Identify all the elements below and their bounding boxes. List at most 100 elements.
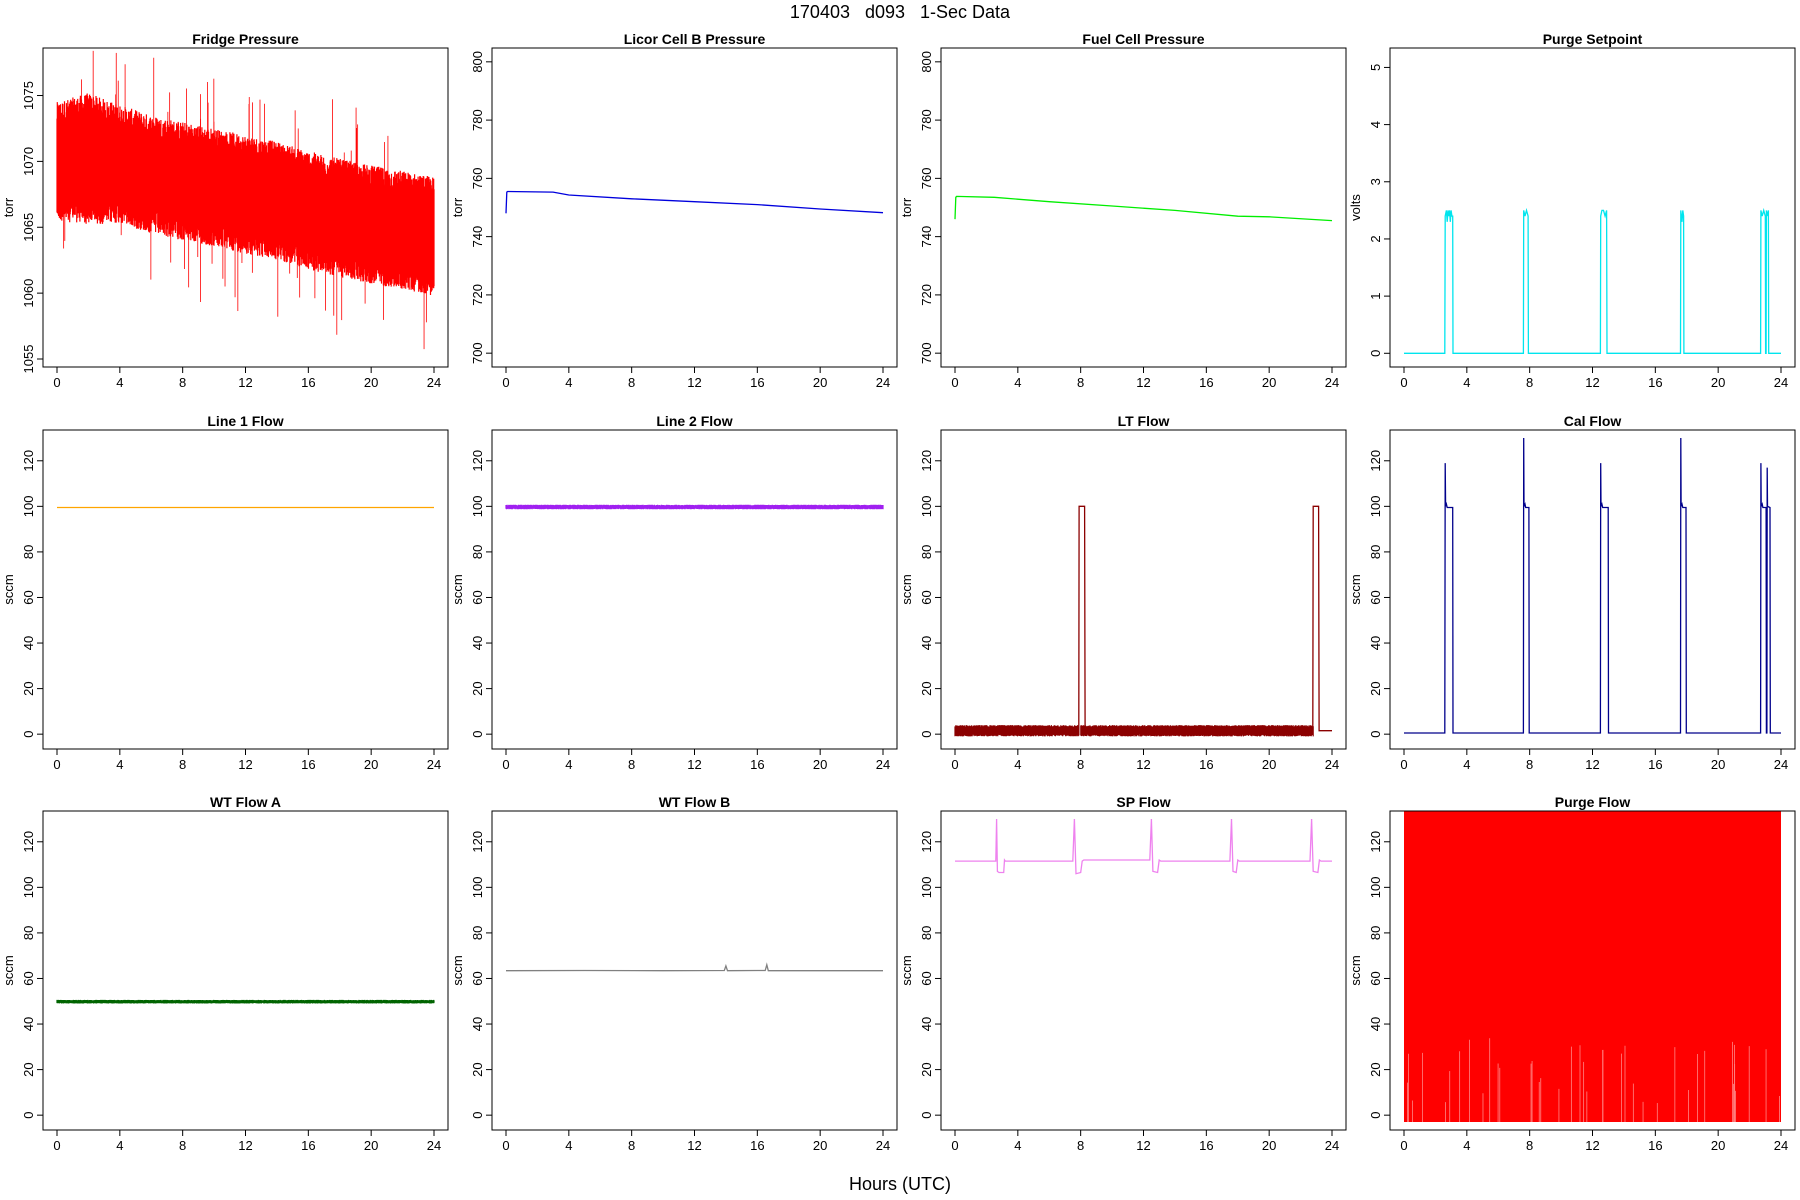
chart-title: Purge Setpoint (1543, 31, 1643, 47)
x-tick-label: 0 (1400, 757, 1407, 772)
y-tick-label: 700 (470, 342, 485, 364)
plot-frame (1389, 429, 1796, 750)
x-tick-label: 0 (53, 1138, 60, 1153)
y-tick-label: 40 (470, 1017, 485, 1031)
x-tick-label: 12 (1136, 1138, 1150, 1153)
x-tick-label: 24 (876, 757, 890, 772)
y-tick-label: 60 (1368, 590, 1383, 604)
y-tick-label: 0 (919, 731, 934, 738)
y-tick-label: 720 (470, 284, 485, 306)
x-tick-label: 8 (628, 1138, 635, 1153)
series-band (56, 999, 435, 1004)
y-tick-label: 0 (1368, 1112, 1383, 1119)
y-tick-label: 780 (470, 109, 485, 131)
y-tick-label: 120 (470, 450, 485, 472)
y-tick-label: 100 (1368, 876, 1383, 898)
chart-title: Fuel Cell Pressure (1082, 31, 1204, 47)
chart-title: Cal Flow (1564, 413, 1622, 429)
x-tick-label: 8 (179, 1138, 186, 1153)
x-tick-label: 24 (1774, 1138, 1788, 1153)
page-title: 170403 d093 1-Sec Data (789, 2, 1011, 22)
plot-frame (940, 810, 1347, 1131)
y-tick-label: 2 (1368, 235, 1383, 242)
x-tick-label: 12 (238, 375, 252, 390)
y-tick-label: 120 (1368, 831, 1383, 853)
x-tick-label: 8 (179, 757, 186, 772)
y-tick-label: 80 (919, 926, 934, 940)
y-tick-label: 5 (1368, 64, 1383, 71)
chart-title: Line 1 Flow (207, 413, 283, 429)
y-axis-label: sccm (450, 574, 465, 604)
y-tick-label: 740 (470, 226, 485, 248)
y-axis-label: sccm (1348, 574, 1363, 604)
x-tick-label: 20 (1711, 375, 1725, 390)
y-tick-label: 80 (919, 545, 934, 559)
x-tick-label: 12 (687, 375, 701, 390)
x-tick-label: 20 (813, 375, 827, 390)
y-tick-label: 780 (919, 109, 934, 131)
y-axis-label: sccm (899, 955, 914, 985)
y-axis-label: volts (1348, 194, 1363, 221)
x-tick-label: 12 (1585, 757, 1599, 772)
x-tick-label: 16 (1648, 757, 1662, 772)
x-tick-label: 16 (301, 1138, 315, 1153)
x-tick-label: 0 (502, 375, 509, 390)
x-tick-label: 24 (427, 1138, 441, 1153)
x-tick-label: 16 (301, 375, 315, 390)
chart-panel: SP Flow sccm 0 4 8 12 16 20 24 0 20 40 60 80 100 120 (899, 794, 1347, 1153)
y-tick-label: 20 (21, 681, 36, 695)
y-tick-label: 80 (1368, 545, 1383, 559)
x-tick-label: 24 (427, 375, 441, 390)
plot-frame (42, 810, 449, 1131)
y-tick-label: 80 (470, 545, 485, 559)
x-tick-label: 12 (1585, 1138, 1599, 1153)
plot-area (954, 195, 1333, 222)
series-line (505, 190, 884, 214)
y-tick-label: 60 (470, 590, 485, 604)
chart-title: Licor Cell B Pressure (624, 31, 766, 47)
x-tick-label: 12 (1136, 375, 1150, 390)
x-tick-label: 8 (1077, 1138, 1084, 1153)
chart-title: WT Flow A (210, 794, 281, 810)
series-line (955, 505, 1332, 732)
chart-panel: Fuel Cell Pressure torr 0 4 8 12 16 20 24 700 720 7… (899, 31, 1347, 390)
x-tick-label: 4 (565, 1138, 572, 1153)
plot-frame (491, 47, 898, 368)
chart-panel: Line 1 Flow sccm 0 4 8 12 16 20 24 0 20 40 60 80 100 12… (1, 413, 449, 772)
x-tick-label: 12 (238, 1138, 252, 1153)
x-tick-label: 4 (565, 375, 572, 390)
x-tick-label: 24 (876, 1138, 890, 1153)
plot-area (1404, 207, 1781, 354)
y-axis-label: sccm (1348, 955, 1363, 985)
y-tick-label: 40 (1368, 636, 1383, 650)
x-tick-label: 12 (1585, 375, 1599, 390)
y-tick-label: 80 (21, 545, 36, 559)
x-tick-label: 20 (1262, 1138, 1276, 1153)
x-tick-label: 16 (1199, 375, 1213, 390)
x-tick-label: 4 (116, 375, 123, 390)
plot-area (1404, 437, 1781, 734)
y-tick-label: 100 (21, 495, 36, 517)
y-tick-label: 100 (21, 876, 36, 898)
y-tick-label: 800 (470, 51, 485, 73)
y-tick-label: 120 (919, 831, 934, 853)
y-tick-label: 20 (919, 1062, 934, 1076)
chart-panel: Cal Flow sccm 0 4 8 12 16 20 24 0 20 40 60 80 100 120 (1348, 413, 1796, 772)
y-tick-label: 1060 (21, 279, 36, 308)
chart-title: WT Flow B (659, 794, 731, 810)
y-tick-label: 1065 (21, 213, 36, 242)
y-tick-label: 0 (1368, 350, 1383, 357)
y-tick-label: 120 (1368, 450, 1383, 472)
y-tick-label: 0 (21, 1112, 36, 1119)
x-tick-label: 4 (565, 757, 572, 772)
y-tick-label: 0 (21, 731, 36, 738)
x-tick-label: 16 (1648, 375, 1662, 390)
x-tick-label: 8 (1526, 1138, 1533, 1153)
y-tick-label: 760 (470, 168, 485, 190)
x-tick-label: 8 (1077, 757, 1084, 772)
x-tick-label: 16 (301, 757, 315, 772)
x-tick-label: 8 (1526, 757, 1533, 772)
y-tick-label: 100 (919, 876, 934, 898)
x-tick-label: 0 (502, 1138, 509, 1153)
